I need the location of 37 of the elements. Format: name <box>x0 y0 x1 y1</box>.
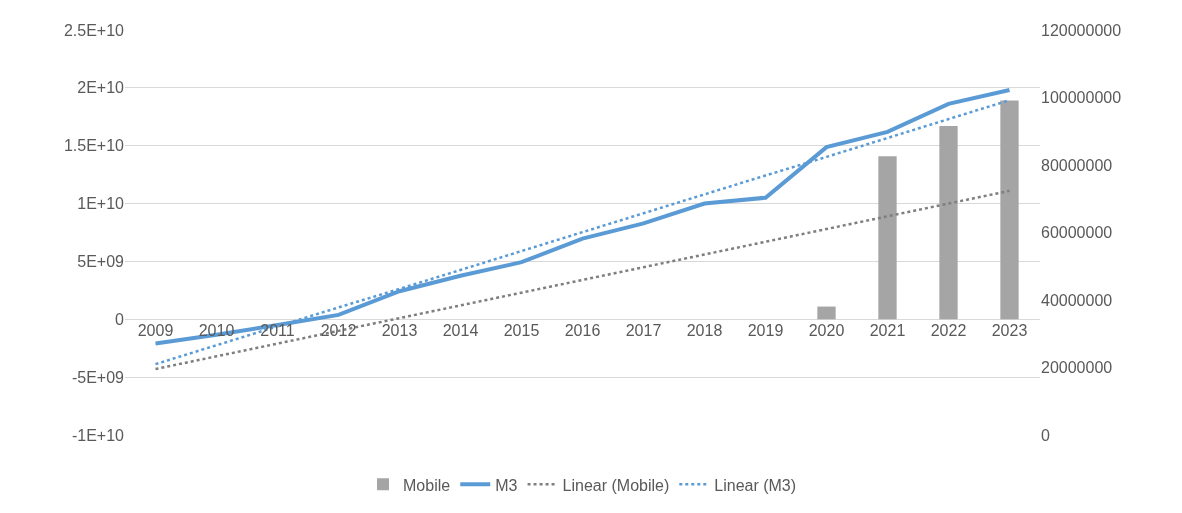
x-tick-label: 2015 <box>503 322 540 340</box>
y2-tick-label: 20000000 <box>1041 359 1113 377</box>
x-tick-label: 2012 <box>320 322 357 340</box>
x-tick-label: 2011 <box>260 322 295 340</box>
x-tick-label: 2009 <box>137 322 174 340</box>
x-tick-label: 2023 <box>991 322 1028 340</box>
y-tick-label: 2E+10 <box>77 79 125 97</box>
y2-tick-label: 0 <box>1041 426 1050 444</box>
y-tick-label: 1E+10 <box>77 195 125 213</box>
y-tick-label: 2.5E+10 <box>63 21 125 39</box>
y-tick-label: 5E+09 <box>77 253 125 271</box>
legend-label: M3 <box>495 476 518 494</box>
x-tick-label: 2021 <box>869 322 906 340</box>
legend-label: Mobile <box>403 476 451 494</box>
y-tick-label: -5E+09 <box>71 368 125 386</box>
x-tick-label: 2014 <box>442 322 479 340</box>
y-tick-label: -1E+10 <box>71 426 125 444</box>
y2-tick-label: 60000000 <box>1041 224 1113 242</box>
bar <box>878 156 897 320</box>
bar <box>817 306 836 320</box>
x-tick-label: 2017 <box>625 322 662 340</box>
legend-label: Linear (Mobile) <box>562 476 670 494</box>
bar <box>939 126 958 320</box>
y2-tick-label: 120000000 <box>1041 21 1122 39</box>
legend-label: Linear (M3) <box>714 476 797 494</box>
x-tick-label: 2016 <box>564 322 601 340</box>
y2-tick-label: 40000000 <box>1041 291 1113 309</box>
x-tick-label: 2019 <box>747 322 784 340</box>
bar <box>1000 100 1019 320</box>
x-tick-label: 2022 <box>930 322 967 340</box>
y2-tick-label: 100000000 <box>1041 89 1122 107</box>
x-tick-label: 2018 <box>686 322 723 340</box>
x-tick-label: 2013 <box>381 322 418 340</box>
x-tick-label: 2020 <box>808 322 845 340</box>
y2-tick-label: 80000000 <box>1041 156 1113 174</box>
y-tick-label: 0 <box>115 310 125 328</box>
y-tick-label: 1.5E+10 <box>63 137 125 155</box>
